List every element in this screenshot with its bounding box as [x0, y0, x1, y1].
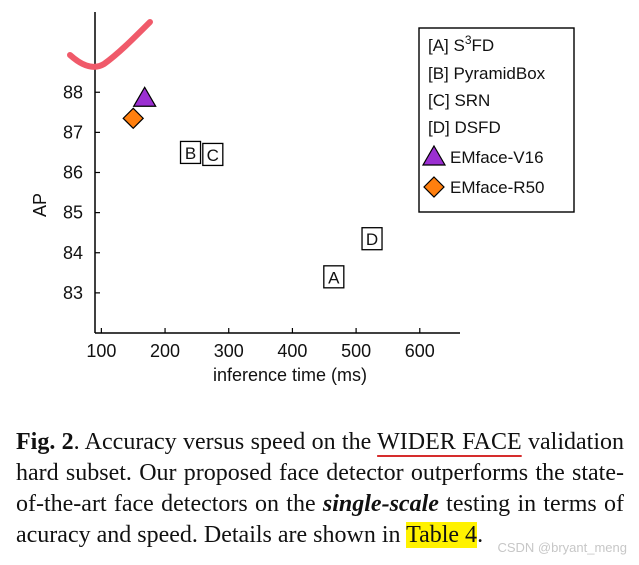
legend-marker-diamond — [423, 176, 445, 198]
data-point-box — [323, 265, 345, 289]
data-point-b: B — [179, 140, 202, 165]
caption-text-3: testing in terms of acuracy and speed. D… — [16, 491, 624, 548]
x-tick-label: 300 — [214, 341, 244, 361]
legend-entry: EMface-V16 — [450, 148, 544, 167]
y-tick-label: 86 — [63, 163, 83, 183]
data-point-triangle — [132, 86, 157, 107]
data-point-a: A — [323, 265, 345, 289]
legend: [A] S3FD [B] PyramidBox [C] SRN [D] DSFD EMf… — [418, 27, 575, 213]
caption-text-4: . — [477, 522, 484, 548]
legend-box — [418, 27, 575, 213]
data-point-box — [202, 142, 224, 167]
data-point-label: A — [328, 268, 340, 287]
x-tick-label: 100 — [86, 341, 116, 361]
data-point-d: D — [361, 227, 383, 251]
data-point-label: C — [207, 146, 219, 165]
data-point-box — [179, 140, 202, 165]
scatter-chart: 100 200 300 400 500 600 83 84 85 86 87 88 inferenc… — [30, 12, 575, 385]
legend-marker-triangle — [421, 144, 447, 166]
caption-text-1: . Accuracy versus speed on the — [73, 429, 378, 455]
caption-figure-label: Fig. 2 — [16, 429, 74, 455]
y-axis-ticks: 83 84 85 86 87 88 — [63, 82, 100, 303]
data-point-label: B — [185, 144, 196, 163]
data-point-label: D — [366, 230, 378, 249]
y-tick-label: 83 — [63, 283, 83, 303]
legend-entry: [A] S3FD — [428, 33, 494, 55]
x-tick-label: 600 — [405, 341, 435, 361]
x-tick-label: 200 — [150, 341, 180, 361]
legend-entry: [D] DSFD — [428, 118, 501, 137]
y-tick-label: 87 — [63, 122, 83, 142]
legend-entry: [B] PyramidBox — [428, 64, 546, 83]
x-axis-label: inference time (ms) — [213, 365, 367, 385]
watermark: CSDN @bryant_meng — [497, 540, 627, 555]
y-tick-label: 84 — [63, 243, 83, 263]
legend-entry: [C] SRN — [428, 91, 490, 110]
caption-underlined-dataset: WIDER FACE — [377, 429, 522, 455]
data-point-c: C — [202, 142, 224, 167]
caption-highlighted-table-ref: Table 4 — [406, 522, 478, 548]
caption-emphasis: single-scale — [322, 491, 439, 517]
x-tick-label: 500 — [341, 341, 371, 361]
handwritten-annotation-stroke — [67, 19, 153, 70]
y-tick-label: 85 — [63, 203, 83, 223]
x-axis-ticks: 100 200 300 400 500 600 — [86, 328, 435, 361]
data-point-box — [361, 227, 383, 251]
data-points: A B C D — [122, 86, 383, 289]
chart-axes — [94, 12, 460, 334]
legend-entry: EMface-R50 — [450, 178, 544, 197]
x-tick-label: 400 — [277, 341, 307, 361]
y-axis-label: AP — [30, 193, 50, 217]
data-point-diamond — [122, 107, 145, 130]
y-tick-label: 88 — [63, 82, 83, 102]
caption-text-2: validation hard subset. Our proposed fac… — [16, 429, 624, 517]
figure-caption: Fig. 2. Accuracy versus speed on the WID… — [16, 427, 624, 551]
